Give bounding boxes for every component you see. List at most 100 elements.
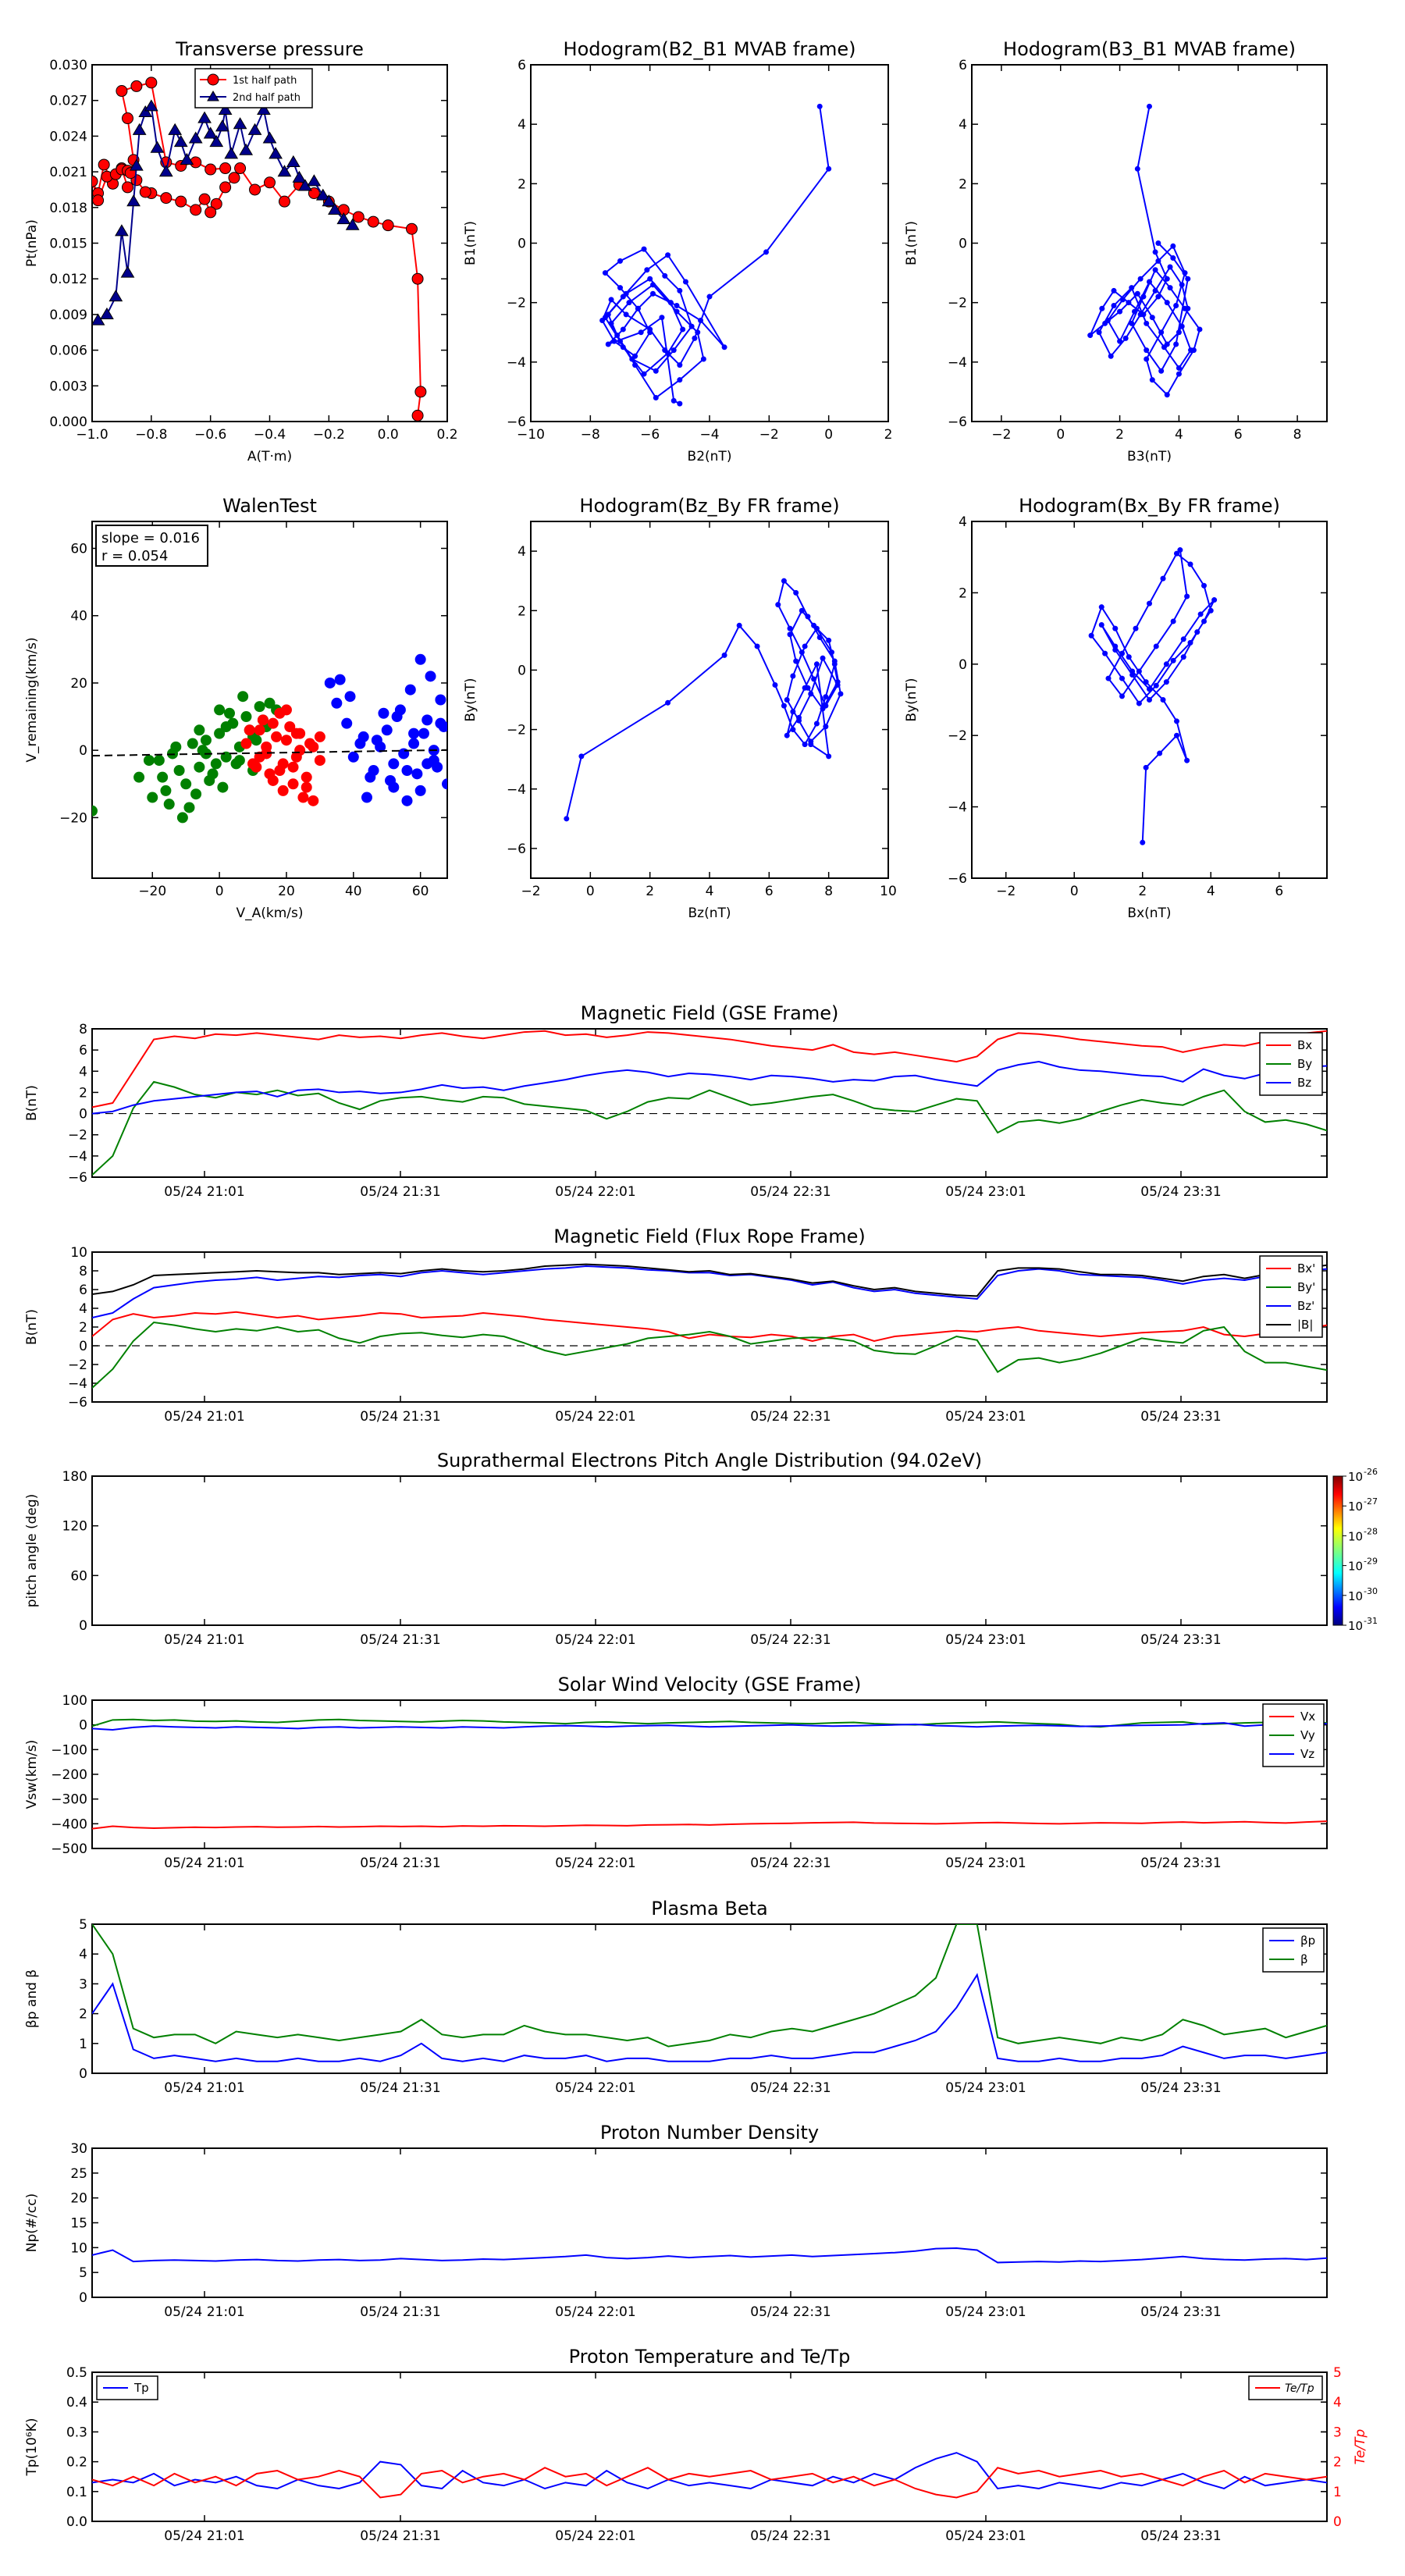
data-point xyxy=(294,745,306,756)
y-tick-label: 0.027 xyxy=(49,94,87,109)
data-point xyxy=(1129,672,1136,678)
data-point xyxy=(1129,285,1135,291)
data-point xyxy=(277,165,292,177)
data-point xyxy=(1185,276,1191,282)
x-tick-label: −0.8 xyxy=(135,427,167,443)
data-point xyxy=(200,735,212,746)
data-point xyxy=(629,356,635,362)
data-point xyxy=(442,778,447,790)
data-point xyxy=(790,709,796,715)
y-tick-label: −2 xyxy=(948,728,967,744)
plot-frame xyxy=(91,64,448,422)
legend-label: |B| xyxy=(1297,1318,1313,1332)
y-tick-label: 0.0 xyxy=(66,2514,87,2530)
data-point xyxy=(1117,338,1123,344)
data-point xyxy=(1111,302,1117,308)
plot-area xyxy=(92,653,447,824)
data-point xyxy=(264,176,276,189)
data-point xyxy=(188,131,203,144)
data-point xyxy=(1201,582,1207,589)
chart-pad: Suprathermal Electrons Pitch Angle Distr… xyxy=(24,1450,1378,1648)
data-point xyxy=(667,300,674,306)
y-tick-label: 4 xyxy=(79,1947,87,1962)
data-point xyxy=(793,658,799,664)
x-tick-label: 0.0 xyxy=(378,427,399,443)
data-point xyxy=(138,105,153,118)
data-point xyxy=(153,755,165,767)
y-tick-label: −20 xyxy=(59,810,87,826)
data-point xyxy=(1119,675,1125,681)
y-tick-label: 0 xyxy=(518,237,526,252)
chart-h1: Hodogram(B2_B1 MVAB frame) −10 −8 −6 −4 −2 0 2 −… xyxy=(463,38,892,464)
chart-title: WalenTest xyxy=(222,495,317,517)
y-tick-label: 0.1 xyxy=(66,2485,87,2500)
data-point xyxy=(700,356,706,362)
data-point xyxy=(280,735,292,746)
y-tick-label: −500 xyxy=(51,1841,87,1857)
data-point xyxy=(1087,333,1094,339)
data-point xyxy=(1155,258,1161,264)
y-tick-label: 0.012 xyxy=(49,272,87,287)
data-point xyxy=(262,131,277,144)
x-tick-label: −0.4 xyxy=(254,427,286,443)
data-point xyxy=(220,720,232,732)
plot-area xyxy=(92,1263,1327,1389)
data-point xyxy=(1182,305,1188,311)
data-point xyxy=(1144,356,1150,362)
data-point xyxy=(301,781,312,793)
data-point xyxy=(674,302,680,308)
x-tick-label: 8 xyxy=(1293,427,1302,443)
data-point xyxy=(763,249,770,255)
x-tick-label: 05/24 23:01 xyxy=(945,1409,1026,1425)
y-tick-label: −400 xyxy=(51,1816,87,1832)
series-line xyxy=(92,2467,1327,2499)
data-point xyxy=(354,738,366,749)
y-tick-label: 6 xyxy=(518,58,526,73)
data-point xyxy=(834,681,841,688)
data-point xyxy=(1170,243,1176,249)
data-point xyxy=(1184,593,1190,600)
data-point xyxy=(286,155,301,168)
chart-h2: Hodogram(B3_B1 MVAB frame) −2 0 2 4 6 8 −6 −4 −2 0… xyxy=(904,38,1328,464)
data-point xyxy=(425,671,436,682)
x-tick-label: 05/24 22:01 xyxy=(555,1409,635,1425)
y-tick-label: 0.009 xyxy=(49,308,87,323)
series-line xyxy=(92,1973,1327,2062)
legend-label: Vx xyxy=(1300,1710,1315,1724)
data-point xyxy=(1098,604,1104,610)
x-tick-label: 05/24 23:01 xyxy=(945,2080,1026,2096)
x-tick-label: 05/24 21:01 xyxy=(164,1409,244,1425)
chart-title: Plasma Beta xyxy=(651,1898,767,1920)
plot-area xyxy=(92,1030,1327,1176)
data-point xyxy=(204,774,215,786)
data-point xyxy=(378,707,389,719)
chart-title: Proton Number Density xyxy=(600,2122,819,2144)
plot-frame xyxy=(91,2371,1328,2522)
data-point xyxy=(1197,326,1203,333)
data-point xyxy=(647,329,653,336)
data-point xyxy=(790,727,796,733)
data-point xyxy=(578,753,585,760)
y-tick-label: −4 xyxy=(68,1376,87,1392)
data-point xyxy=(297,792,309,803)
data-point xyxy=(115,224,129,237)
data-point xyxy=(677,400,683,407)
data-point xyxy=(677,287,683,294)
y-tick-label: 2 xyxy=(79,2007,87,2023)
x-tick-label: 05/24 23:31 xyxy=(1140,2304,1221,2320)
series-line xyxy=(92,1924,1327,2048)
x-tick-label: −2 xyxy=(521,884,540,899)
data-point xyxy=(1134,165,1140,172)
chart-tp: Transverse pressure −1.0 −0.8 −0.6 −0.4 −0.2 0… xyxy=(24,38,458,464)
data-point xyxy=(641,246,647,252)
chart-mag_gse: Magnetic Field (GSE Frame) −6 −4 −2 0 2 4 6 8 B(n… xyxy=(24,1002,1328,1200)
data-point xyxy=(391,711,403,723)
y-axis-label: B(nT) xyxy=(24,1085,40,1121)
data-point xyxy=(277,785,289,796)
data-point xyxy=(254,751,265,763)
data-point xyxy=(665,252,671,258)
y-tick-label: 0 xyxy=(1333,2514,1342,2530)
y-tick-label: 5 xyxy=(79,1917,87,1933)
legend-label: Vy xyxy=(1300,1728,1315,1742)
data-point xyxy=(1137,311,1144,318)
